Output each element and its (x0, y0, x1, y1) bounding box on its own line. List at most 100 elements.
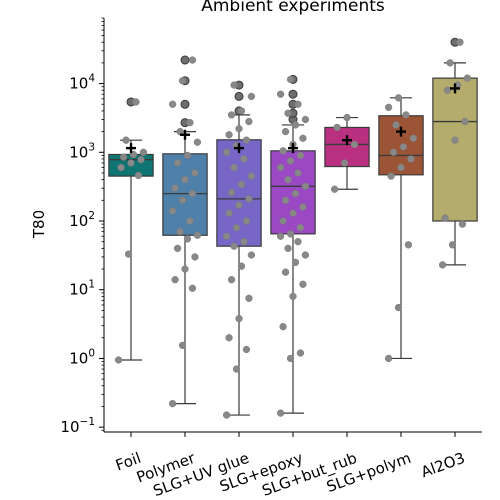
data-point (132, 98, 140, 106)
data-point (235, 314, 243, 323)
data-point (456, 38, 464, 46)
data-point (384, 103, 393, 112)
data-point (296, 349, 305, 357)
data-point (230, 242, 238, 250)
data-point (119, 153, 128, 161)
data-point (438, 261, 447, 269)
data-point (443, 86, 452, 94)
data-point (284, 175, 292, 184)
data-point (294, 100, 302, 108)
data-point (389, 148, 398, 156)
data-point (284, 109, 292, 117)
data-point (183, 235, 192, 243)
data-point (291, 121, 300, 129)
data-point (188, 284, 197, 292)
data-point (176, 227, 184, 236)
data-point (343, 113, 351, 122)
data-point (222, 232, 231, 240)
data-point (291, 258, 300, 267)
data-point (237, 180, 246, 189)
y-tick-label: 104 (69, 73, 95, 93)
box-group (216, 80, 262, 419)
data-point (301, 251, 310, 259)
data-point (245, 195, 253, 203)
data-point (240, 238, 248, 246)
data-point (286, 354, 295, 363)
data-point (296, 224, 305, 232)
data-point (301, 115, 310, 124)
data-point (183, 151, 192, 160)
data-point (286, 230, 295, 238)
y-tick-label: 103 (69, 141, 95, 161)
data-point (230, 81, 238, 89)
data-point (333, 123, 341, 132)
data-point (232, 224, 241, 232)
data-point (276, 409, 285, 417)
data-point (446, 59, 454, 67)
data-point (193, 138, 202, 146)
data-point (276, 232, 285, 240)
data-point (281, 196, 290, 204)
data-point (286, 157, 295, 165)
data-point (387, 172, 395, 180)
box (324, 126, 370, 168)
data-point (245, 117, 253, 126)
data-point (392, 121, 400, 129)
data-point (191, 169, 199, 177)
data-point (242, 345, 251, 354)
data-point (191, 253, 199, 261)
data-point (276, 163, 285, 172)
box-group (270, 74, 316, 417)
y-tick-label: 10−1 (60, 416, 95, 436)
data-point (168, 207, 177, 215)
data-point (284, 244, 292, 252)
box (432, 77, 478, 222)
data-point (225, 209, 233, 217)
data-point (225, 131, 233, 139)
data-point (181, 265, 189, 273)
y-tick-label: 102 (69, 210, 95, 230)
data-point (232, 365, 241, 373)
data-point (394, 94, 403, 102)
x-tick-label: Al2O3 (419, 449, 468, 481)
y-tick-label: 101 (69, 279, 95, 299)
data-point (171, 184, 179, 192)
data-point (186, 118, 194, 127)
data-point (227, 276, 236, 284)
data-point (242, 217, 251, 225)
data-point (299, 203, 307, 211)
data-point (227, 188, 236, 197)
data-point (122, 136, 130, 144)
data-point (124, 250, 133, 258)
data-point (235, 201, 243, 209)
data-point (399, 143, 408, 151)
data-point (188, 56, 197, 64)
data-point (404, 241, 413, 249)
data-point (178, 196, 187, 204)
box-group (108, 97, 154, 364)
data-point (117, 163, 125, 172)
data-point (301, 182, 310, 190)
outlier-point (180, 55, 190, 65)
data-point (340, 159, 349, 167)
data-point (222, 411, 231, 419)
outlier-point (288, 89, 298, 99)
data-point (279, 147, 287, 155)
data-point (281, 127, 290, 136)
data-point (114, 356, 123, 364)
data-point (458, 220, 467, 228)
data-point (173, 159, 182, 167)
data-point (173, 244, 182, 252)
data-point (281, 268, 290, 276)
data-point (286, 75, 295, 84)
data-point (294, 238, 302, 246)
outlier-point (234, 91, 244, 101)
data-point (193, 231, 202, 239)
data-point (463, 74, 472, 82)
data-point (461, 117, 469, 126)
data-point (240, 155, 248, 163)
data-point (394, 303, 403, 312)
y-axis-label: T80 (30, 210, 48, 239)
data-point (247, 172, 256, 180)
